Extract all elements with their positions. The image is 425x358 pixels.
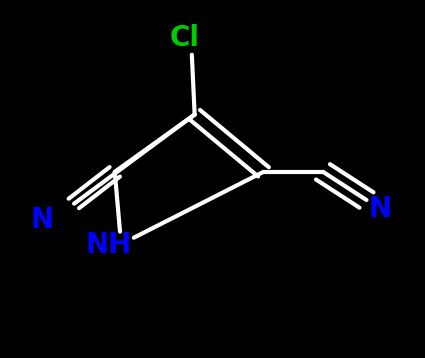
Text: Cl: Cl <box>170 24 200 52</box>
Text: NH: NH <box>85 231 131 259</box>
Text: N: N <box>31 206 54 234</box>
Text: N: N <box>369 195 392 223</box>
